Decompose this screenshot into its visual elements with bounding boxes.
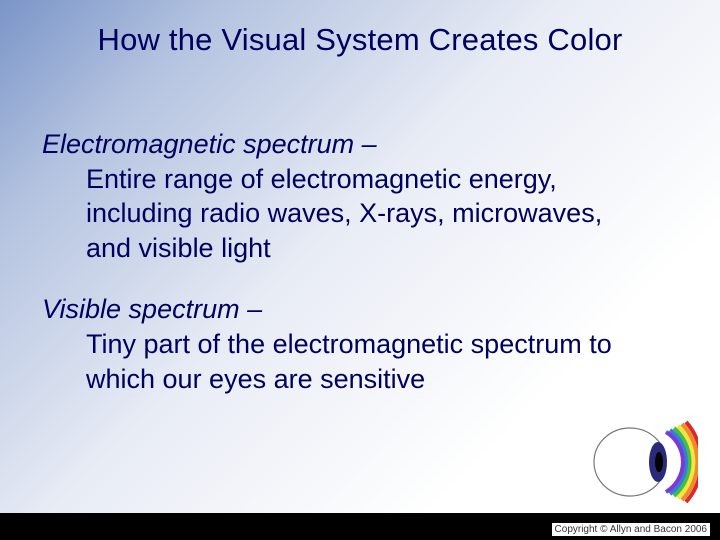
term-electromagnetic: Electromagnetic spectrum – [42,128,652,162]
term-visible: Visible spectrum – [42,293,652,327]
section-visible: Visible spectrum – Tiny part of the elec… [42,293,652,396]
definition-visible: Tiny part of the electromagnetic spectru… [42,327,652,396]
eye-icon [594,428,667,496]
slide-body: Electromagnetic spectrum – Entire range … [42,128,652,396]
eye-rainbow-graphic [590,416,698,508]
slide-title: How the Visual System Creates Color [0,22,720,58]
copyright-text: Copyright © Allyn and Bacon 2006 [552,523,710,536]
slide-container: How the Visual System Creates Color Elec… [0,0,720,540]
rainbow-icon [666,422,698,502]
definition-electromagnetic: Entire range of electromagnetic energy, … [42,162,652,266]
section-electromagnetic: Electromagnetic spectrum – Entire range … [42,128,652,265]
